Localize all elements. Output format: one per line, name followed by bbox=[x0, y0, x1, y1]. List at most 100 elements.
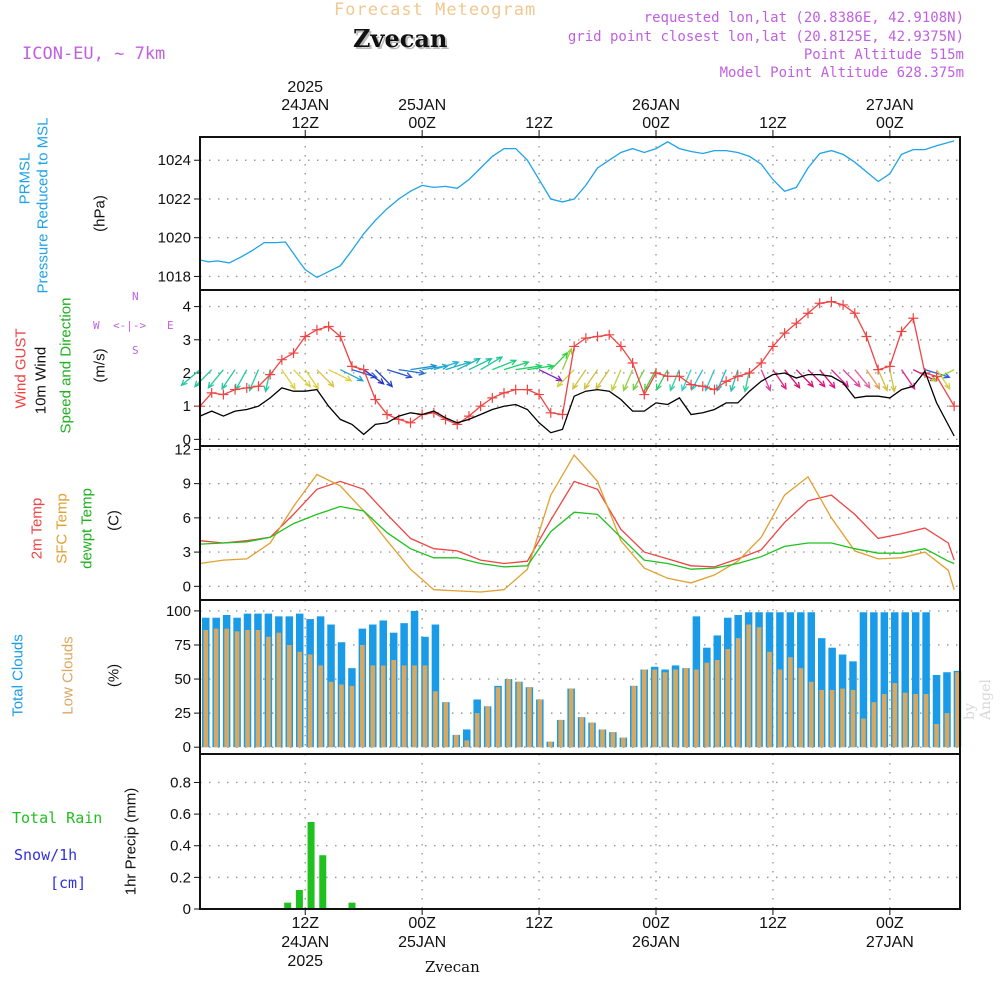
bottom-time-label: 25JAN bbox=[398, 934, 446, 951]
bottom-time-label: 24JAN bbox=[281, 934, 329, 951]
gust-marker bbox=[814, 298, 825, 309]
gust-marker bbox=[522, 384, 533, 395]
wind-arrow-head bbox=[221, 382, 228, 391]
gust-marker bbox=[791, 318, 802, 329]
wind-arrow-head bbox=[356, 375, 365, 382]
ytick-label: 0 bbox=[183, 578, 191, 595]
low-cloud-bar bbox=[433, 691, 438, 748]
wind-arrow bbox=[556, 369, 575, 388]
ytick-label: 6 bbox=[183, 510, 191, 527]
compass-south: S bbox=[132, 344, 139, 357]
wind-arrow-head bbox=[583, 382, 590, 391]
gust-marker bbox=[721, 376, 732, 387]
series-line-prmsl bbox=[199, 140, 955, 279]
bottom-time-label: 00Z bbox=[408, 915, 436, 932]
wind-arrow-head bbox=[793, 381, 801, 389]
gust-marker bbox=[288, 348, 299, 359]
ytick-label: 0 bbox=[183, 431, 191, 448]
gust-marker bbox=[908, 313, 919, 324]
panel-5 bbox=[194, 753, 961, 910]
panel-2 bbox=[180, 289, 961, 447]
low-cloud-bar bbox=[224, 628, 229, 748]
panel-4 bbox=[194, 599, 962, 755]
gust-marker bbox=[779, 328, 790, 339]
wind-arrow-head bbox=[473, 357, 482, 364]
ytick-label: 3 bbox=[183, 544, 191, 561]
gust-marker bbox=[604, 329, 615, 340]
gust-marker bbox=[347, 361, 357, 372]
wind-arrow bbox=[538, 369, 562, 382]
low-cloud-bar bbox=[547, 741, 553, 748]
panel-3 bbox=[194, 445, 961, 601]
wind-arrow-head bbox=[509, 359, 518, 366]
total-cloud-bar bbox=[932, 674, 941, 748]
total-cloud-bar bbox=[880, 612, 889, 748]
gust-marker bbox=[335, 331, 346, 342]
wind-arrow-head bbox=[289, 382, 296, 391]
ytick-label: 75 bbox=[174, 637, 191, 654]
total-cloud-bar bbox=[859, 612, 868, 748]
wind-arrow bbox=[669, 369, 680, 391]
low-cloud-bar bbox=[892, 683, 898, 748]
gust-marker bbox=[370, 394, 381, 405]
wind-arrow bbox=[456, 358, 481, 371]
wind-arrow-head bbox=[930, 375, 938, 382]
gust-marker bbox=[826, 296, 837, 307]
wind-arrow bbox=[854, 369, 871, 389]
low-cloud-bar bbox=[297, 651, 303, 748]
gust-marker bbox=[949, 401, 960, 412]
wind-arrow-head bbox=[485, 357, 493, 364]
low-cloud-bar bbox=[934, 724, 939, 748]
low-cloud-bar bbox=[276, 632, 282, 748]
ytick-label: 25 bbox=[174, 705, 191, 722]
gust-marker bbox=[873, 364, 884, 375]
compass-east: E bbox=[167, 319, 174, 332]
top-time-label: 00Z bbox=[876, 115, 904, 132]
low-cloud-bar bbox=[318, 665, 323, 748]
total-cloud-bar bbox=[943, 672, 951, 748]
gust-marker bbox=[510, 384, 521, 395]
wind-arrow-head bbox=[345, 375, 353, 382]
series-line-10m-wind bbox=[199, 369, 955, 437]
low-cloud-bar bbox=[861, 718, 866, 748]
wind-arrow bbox=[181, 369, 201, 386]
wind-arrow-head bbox=[304, 380, 312, 388]
low-cloud-bar bbox=[589, 722, 595, 748]
low-cloud-bar bbox=[360, 644, 365, 748]
low-cloud-bar bbox=[464, 740, 470, 748]
wind-arrow-head bbox=[729, 384, 736, 393]
wind-arrow-head bbox=[180, 379, 188, 387]
wind-arrow bbox=[374, 369, 393, 388]
gust-marker bbox=[206, 387, 217, 398]
wind-arrow bbox=[656, 369, 669, 391]
wind-arrow bbox=[681, 369, 692, 391]
wind-arrow bbox=[304, 369, 319, 390]
gust-marker bbox=[253, 381, 264, 392]
wind-arrow bbox=[901, 369, 916, 390]
snow-unit-legend: [cm] bbox=[50, 874, 87, 892]
low-cloud-bar bbox=[694, 669, 699, 748]
rain-bar bbox=[348, 902, 356, 909]
low-cloud-bar bbox=[506, 679, 511, 748]
gust-marker bbox=[861, 331, 872, 342]
wind-arrow-head bbox=[370, 372, 378, 379]
low-cloud-bar bbox=[829, 689, 835, 748]
bottom-time-label: 2025 bbox=[287, 953, 323, 970]
gust-marker bbox=[592, 331, 603, 342]
wind-arrow-head bbox=[818, 380, 826, 388]
gust-marker bbox=[615, 341, 626, 352]
ytick-label: 1024 bbox=[158, 152, 191, 169]
wind-arrow-head bbox=[864, 381, 871, 389]
low-cloud-bar bbox=[652, 669, 657, 748]
total-cloud-bar bbox=[431, 624, 440, 748]
wind-arrow-head bbox=[495, 356, 504, 363]
wind-arrow-head bbox=[194, 380, 201, 388]
low-cloud-bar bbox=[673, 669, 678, 748]
wind-arrow bbox=[480, 356, 503, 371]
model-label: ICON-EU, ~ 7km bbox=[22, 44, 166, 64]
series-line-wind-gust bbox=[199, 300, 955, 426]
meteogram-title: Forecast Meteogram bbox=[334, 0, 537, 20]
ytick-label: 0.8 bbox=[170, 774, 191, 791]
wind-arrow-head bbox=[622, 384, 629, 392]
panel-frame bbox=[199, 753, 961, 910]
